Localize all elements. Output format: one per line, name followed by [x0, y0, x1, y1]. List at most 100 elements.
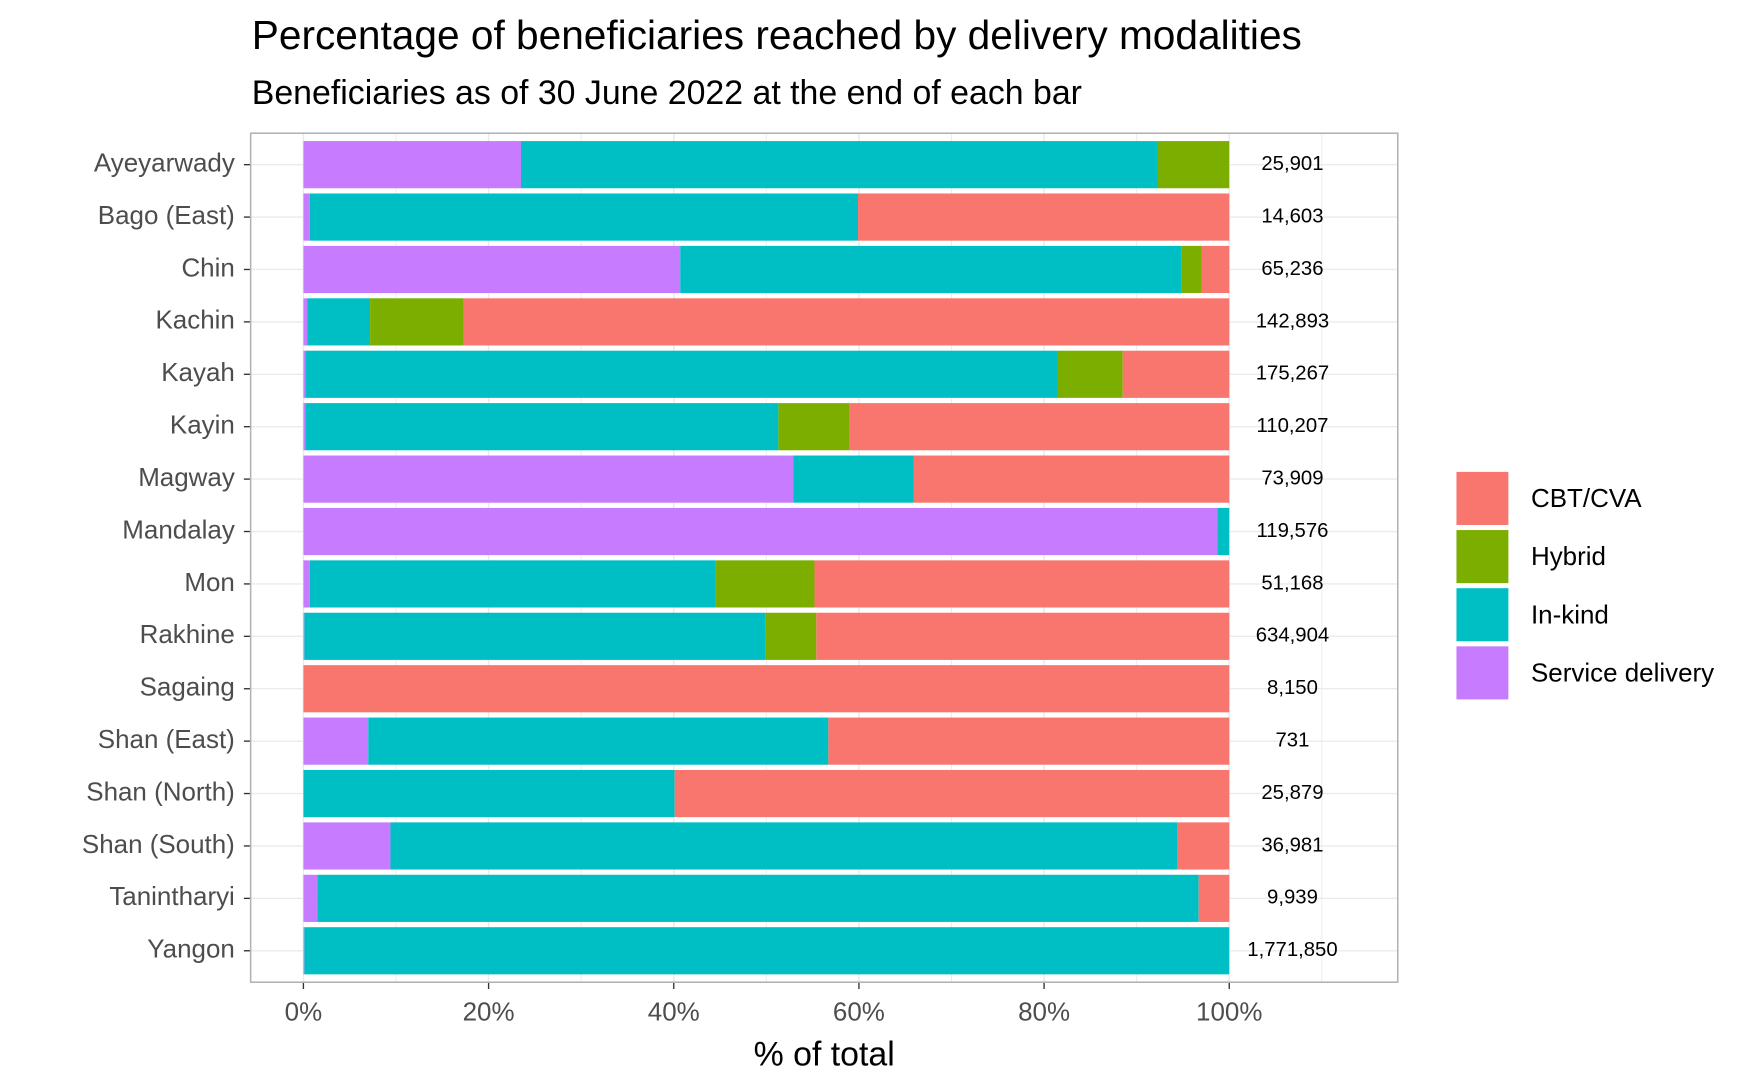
bar-segment — [304, 612, 766, 660]
bar-segment — [303, 455, 794, 503]
bar-segment — [303, 298, 308, 346]
bar-segment — [390, 822, 1178, 870]
bar-segment — [303, 665, 1230, 713]
x-tick-label: 40% — [648, 997, 700, 1027]
bar-segment — [303, 612, 305, 660]
bar-segment — [303, 245, 681, 294]
bar-segment — [1157, 141, 1230, 189]
legend-key — [1456, 646, 1509, 700]
legend-key — [1456, 530, 1509, 584]
legend-key — [1456, 588, 1509, 642]
bar-segment — [778, 403, 850, 451]
total-label: 634,904 — [1256, 625, 1329, 647]
bar-segment — [1057, 350, 1123, 398]
total-label: 25,879 — [1261, 782, 1323, 804]
y-tick-label: Chin — [181, 252, 234, 282]
total-label: 36,981 — [1261, 834, 1323, 856]
x-tick-label: 20% — [463, 997, 515, 1027]
total-label: 8,150 — [1267, 677, 1318, 699]
bar-segment — [303, 822, 391, 870]
bar-segment — [304, 927, 1230, 975]
bar-segment — [1217, 507, 1230, 556]
y-tick-label: Tanintharyi — [109, 881, 235, 911]
total-label: 110,207 — [1257, 415, 1329, 437]
bar-segment — [816, 612, 1230, 660]
y-tick-label: Shan (East) — [98, 724, 235, 754]
bar-segment — [307, 298, 371, 346]
legend-label: Hybrid — [1531, 541, 1606, 571]
total-label: 731 — [1276, 730, 1310, 752]
legend-key — [1456, 471, 1509, 525]
bar-segment — [305, 403, 779, 451]
bar-segment — [715, 560, 815, 608]
bar-segment — [303, 874, 318, 922]
panel-border — [249, 132, 1399, 984]
bar-segment — [463, 298, 1230, 346]
bar-segment — [303, 507, 1218, 556]
legend-label: CBT/CVA — [1531, 483, 1642, 513]
y-tick-label: Kayah — [161, 357, 235, 387]
bar-segment — [303, 193, 310, 241]
y-tick-label: Mon — [184, 567, 235, 597]
bar-segment — [309, 193, 858, 241]
y-tick-label: Magway — [138, 462, 235, 492]
x-tick-label: 60% — [833, 997, 885, 1027]
y-tick-label: Shan (South) — [82, 829, 235, 859]
bar-segment — [1177, 822, 1230, 870]
y-tick-label: Sagaing — [140, 672, 235, 702]
x-tick-label: 0% — [285, 997, 323, 1027]
total-label: 51,168 — [1261, 572, 1323, 594]
total-label: 25,901 — [1261, 153, 1323, 175]
total-label: 175,267 — [1256, 363, 1329, 385]
total-label: 142,893 — [1256, 310, 1329, 332]
bar-segment — [857, 193, 1230, 241]
y-tick-label: Shan (North) — [86, 776, 235, 806]
bar-segment — [303, 350, 306, 398]
bar-segment — [849, 403, 1230, 451]
total-label: 14,603 — [1261, 205, 1323, 227]
total-label: 73,909 — [1261, 467, 1323, 489]
chart-title: Percentage of beneficiaries reached by d… — [252, 12, 1302, 58]
x-tick-label: 100% — [1196, 997, 1262, 1027]
bar-segment — [309, 560, 716, 608]
y-tick-label: Kayin — [170, 410, 235, 440]
chart-subtitle: Beneficiaries as of 30 June 2022 at the … — [252, 74, 1082, 112]
bar-segment — [305, 350, 1058, 398]
bar-segment — [1181, 245, 1202, 294]
bar-segment — [1201, 245, 1230, 294]
bar-segment — [520, 141, 1158, 189]
x-tick-label: 80% — [1018, 997, 1070, 1027]
y-tick-label: Rakhine — [140, 619, 235, 649]
bar-segment — [303, 560, 310, 608]
bar-segment — [303, 769, 675, 818]
bar-segment — [1198, 874, 1230, 922]
x-axis-label: % of total — [754, 1036, 895, 1074]
bar-segment — [370, 298, 464, 346]
legend-label: In-kind — [1531, 599, 1609, 629]
bar-segment — [317, 874, 1199, 922]
total-label: 65,236 — [1261, 258, 1323, 280]
bar-segment — [814, 560, 1230, 608]
bar-segment — [303, 141, 521, 189]
bar-segment — [680, 245, 1182, 294]
y-tick-label: Mandalay — [122, 514, 235, 544]
bar-segment — [303, 927, 305, 975]
bar-segment — [674, 769, 1230, 818]
y-tick-label: Yangon — [147, 934, 235, 964]
bar-segment — [793, 455, 914, 503]
bar-segment — [303, 717, 369, 765]
total-label: 1,771,850 — [1247, 939, 1337, 961]
y-tick-label: Ayeyarwady — [94, 148, 235, 178]
total-label: 119,576 — [1257, 520, 1329, 542]
bar-segment — [368, 717, 829, 765]
bar-segment — [1122, 350, 1230, 398]
y-tick-label: Bago (East) — [98, 200, 235, 230]
bar-segment — [913, 455, 1230, 503]
bar-segment — [828, 717, 1230, 765]
legend-label: Service delivery — [1531, 657, 1714, 687]
bar-segment — [765, 612, 817, 660]
y-tick-label: Kachin — [155, 305, 234, 335]
total-label: 9,939 — [1267, 887, 1318, 909]
bar-segment — [303, 403, 306, 451]
